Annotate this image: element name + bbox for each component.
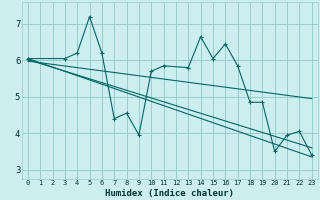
X-axis label: Humidex (Indice chaleur): Humidex (Indice chaleur) (105, 189, 234, 198)
